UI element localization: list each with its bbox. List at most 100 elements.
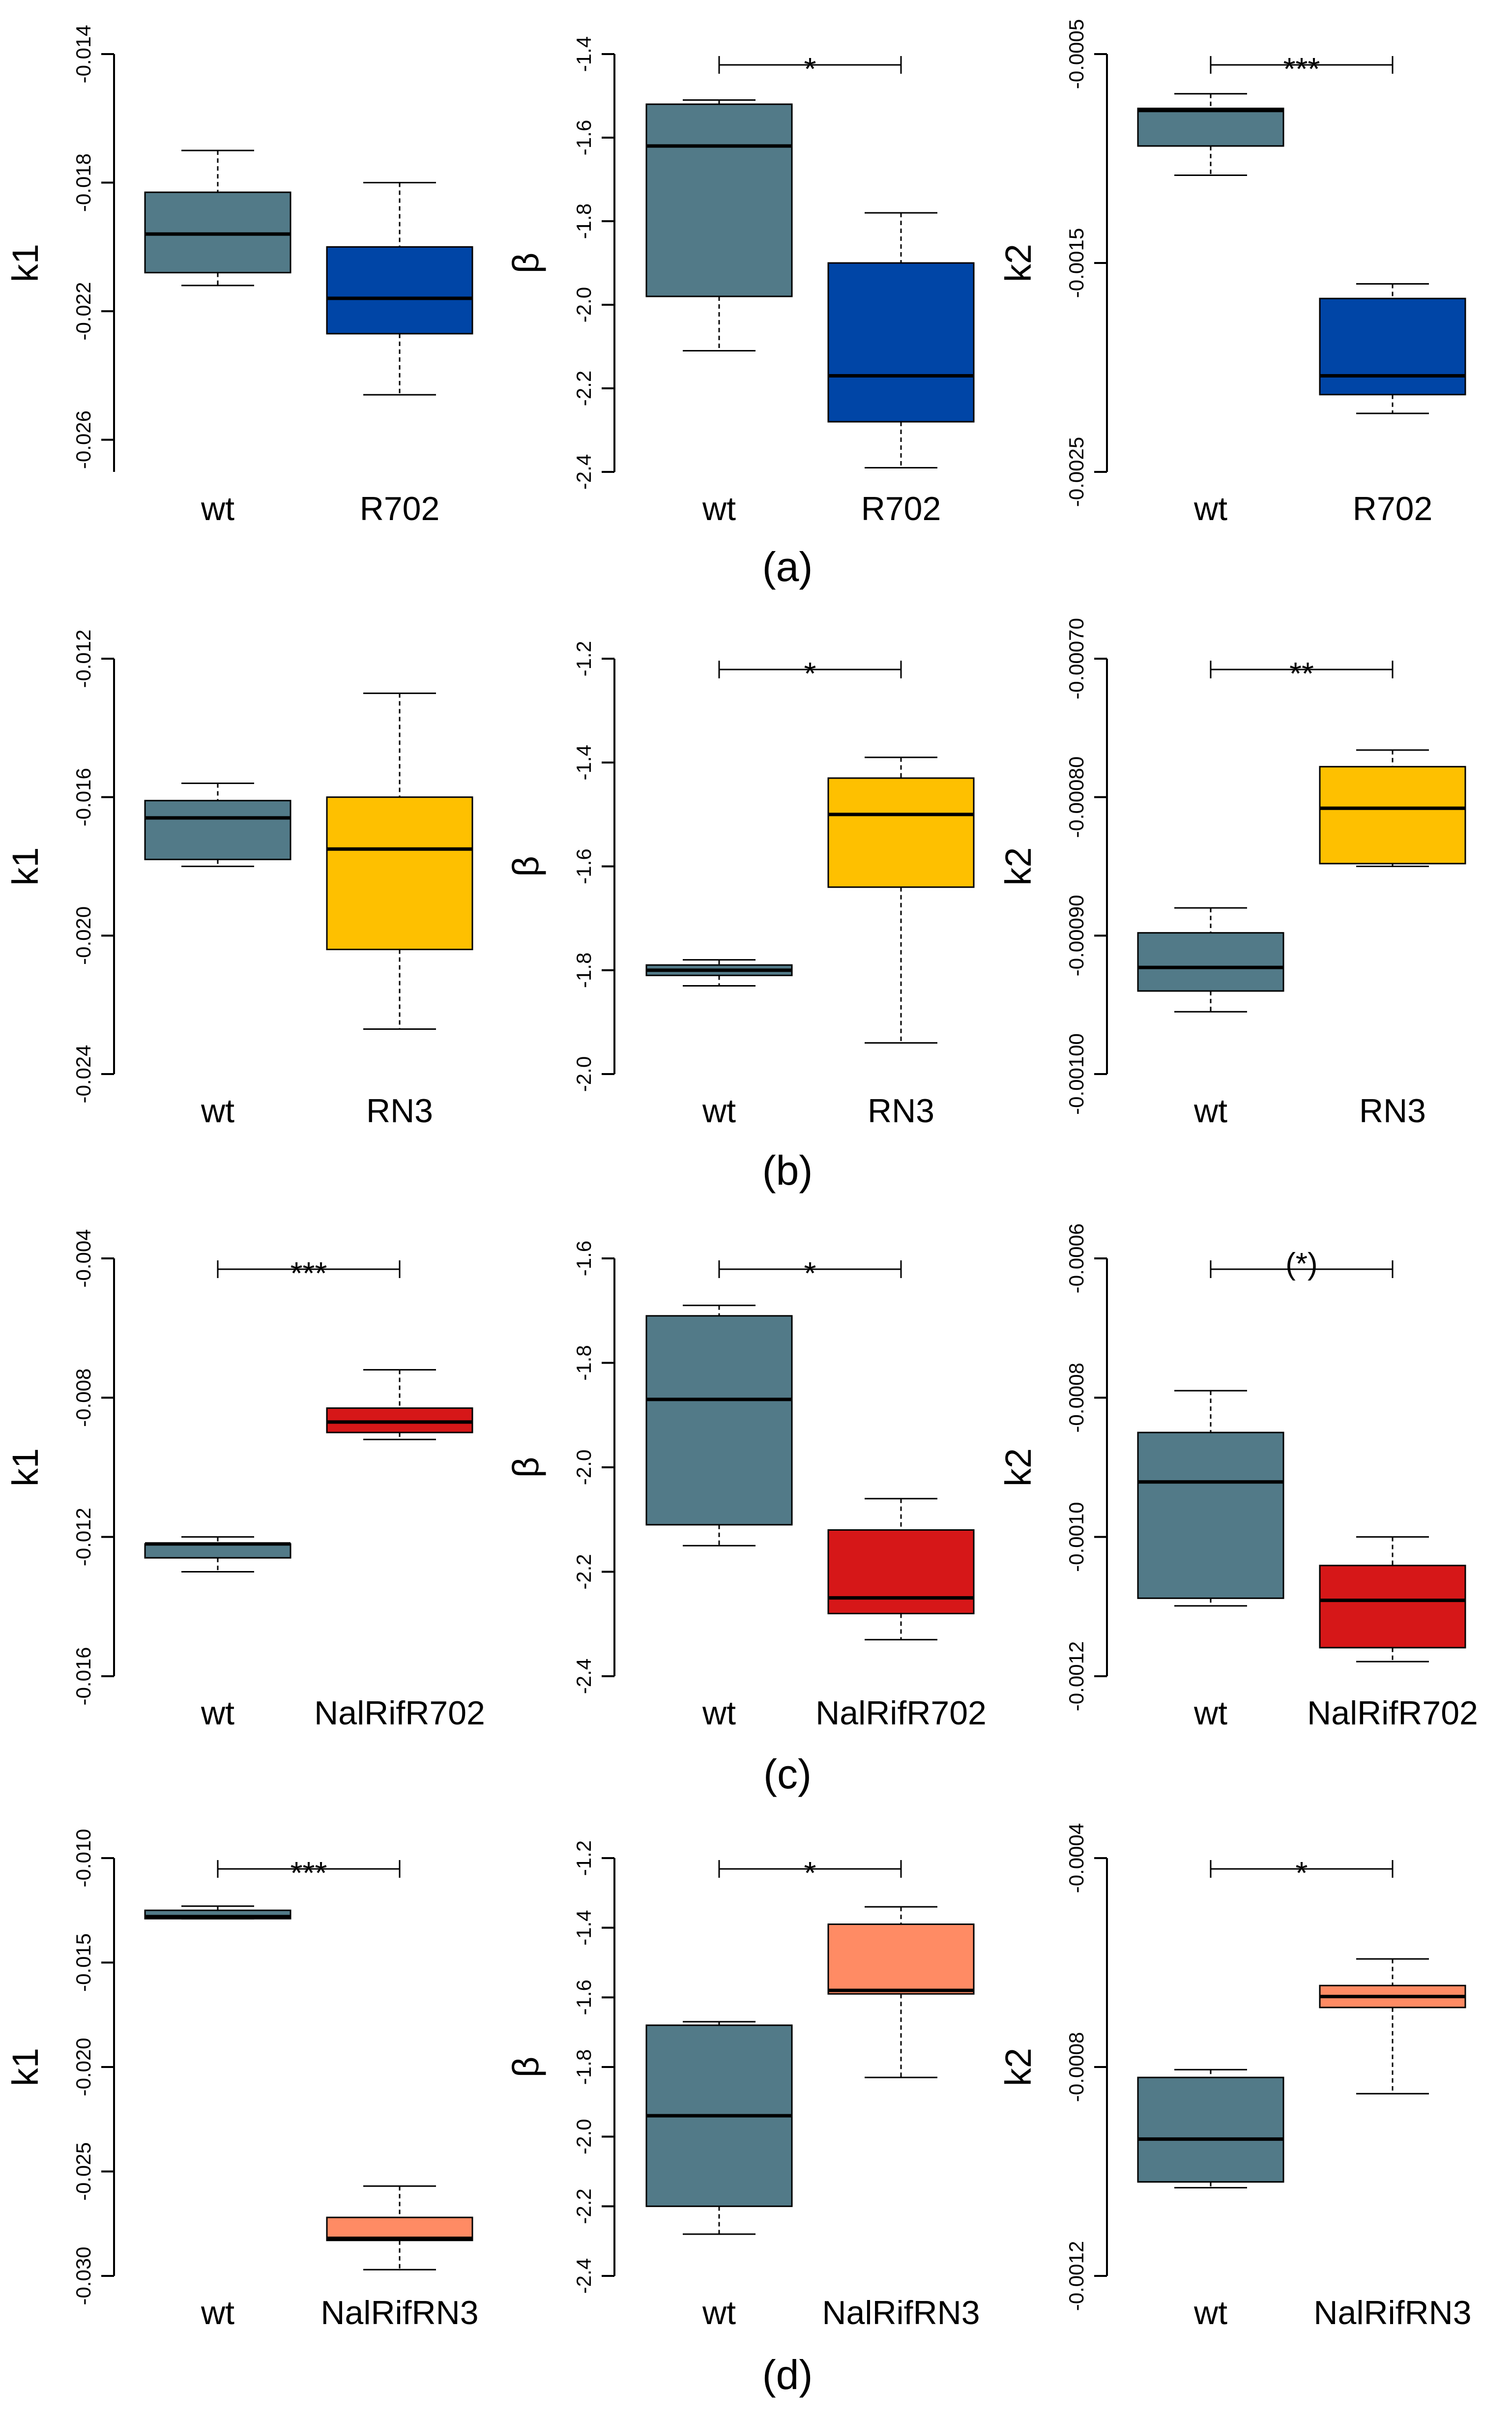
y-tick-label: -2.0 xyxy=(572,1450,595,1485)
y-tick-label: -0.0008 xyxy=(1065,1363,1088,1432)
box-RN3 xyxy=(1319,766,1466,865)
category-label: wt xyxy=(201,1092,234,1130)
y-tick-label: -0.025 xyxy=(72,2142,95,2201)
y-tick-label: -2.2 xyxy=(572,1554,595,1589)
boxplot-chart: -1.6 -1.8 -2.0 -2.2 -2.4 β wt NalRifR702 * xyxy=(505,1241,987,1732)
boxplot-chart: -0.014 -0.018 -0.022 -0.026 k1 wt R702 xyxy=(5,25,473,527)
y-tick-label: -0.018 xyxy=(72,153,95,212)
category-label: R702 xyxy=(1353,490,1433,527)
box-wt xyxy=(645,1315,793,1526)
y-tick-label: -0.012 xyxy=(72,629,95,688)
category-label: wt xyxy=(702,2294,736,2331)
y-axis-label: k1 xyxy=(5,2048,46,2086)
y-axis-label: β xyxy=(505,1457,546,1478)
y-tick-label: -2.4 xyxy=(572,1659,595,1694)
y-tick-label: -2.4 xyxy=(572,454,595,490)
y-tick-label: -2.2 xyxy=(572,2188,595,2224)
y-axis-label: k1 xyxy=(5,244,46,282)
significance-label: *** xyxy=(291,1255,327,1291)
category-label: R702 xyxy=(360,490,440,527)
box-NalRifR702 xyxy=(827,1529,975,1614)
box-NalRifR702 xyxy=(1319,1565,1466,1649)
y-axis-label: k1 xyxy=(5,1448,46,1486)
boxplot-chart: -0.0004 -0.0008 -0.0012 k2 wt NalRifRN3 * xyxy=(998,1823,1472,2331)
boxplot-chart: -0.012 -0.016 -0.020 -0.024 k1 wt RN3 xyxy=(5,629,473,1130)
y-tick-label: -2.0 xyxy=(572,2119,595,2154)
y-axis-label: k2 xyxy=(998,1448,1039,1486)
y-tick-label: -1.6 xyxy=(572,1241,595,1276)
category-label: wt xyxy=(702,1092,736,1130)
y-tick-label: -2.0 xyxy=(572,287,595,322)
y-tick-label: -0.022 xyxy=(72,282,95,341)
y-tick-label: -1.4 xyxy=(572,745,595,780)
y-tick-label: -0.0025 xyxy=(1065,437,1088,507)
y-tick-label: -1.6 xyxy=(572,120,595,155)
y-tick-label: -0.020 xyxy=(72,2038,95,2096)
y-tick-label: -0.0015 xyxy=(1065,228,1088,298)
box-NalRifRN3 xyxy=(326,2216,473,2242)
category-label: wt xyxy=(1193,1092,1227,1130)
box-R702 xyxy=(827,262,975,423)
significance-label: * xyxy=(804,1255,816,1291)
box-wt xyxy=(1137,2076,1284,2183)
y-tick-label: -1.6 xyxy=(572,1980,595,2015)
y-tick-label: -0.010 xyxy=(72,1829,95,1887)
box-R702 xyxy=(326,246,473,335)
significance-label: * xyxy=(804,656,816,691)
category-label: wt xyxy=(702,1694,736,1732)
box-NalRifR702 xyxy=(326,1407,473,1433)
boxplot-chart: -0.0006 -0.0008 -0.0010 -0.0012 k2 wt NalRifR7… xyxy=(998,1223,1478,1732)
y-tick-label: -0.00070 xyxy=(1065,618,1088,699)
category-label: wt xyxy=(1193,1694,1227,1732)
y-axis-label: β xyxy=(505,856,546,877)
y-axis-label: β xyxy=(505,2057,546,2078)
boxplot-chart: -0.00070 -0.00080 -0.00090 -0.00100 k2 wt RN3 *… xyxy=(998,618,1466,1130)
y-tick-label: -1.6 xyxy=(572,848,595,884)
significance-label: * xyxy=(1296,1855,1308,1891)
y-tick-label: -1.8 xyxy=(572,204,595,239)
y-tick-label: -2.0 xyxy=(572,1056,595,1092)
boxplot-chart: -1.2 -1.4 -1.6 -1.8 -2.0 -2.2 -2.4 β wt NalRifRN3… xyxy=(505,1840,980,2331)
significance-label: (*) xyxy=(1285,1247,1317,1281)
y-tick-label: -0.024 xyxy=(72,1045,95,1103)
category-label: wt xyxy=(702,490,736,527)
y-tick-label: -0.0005 xyxy=(1065,19,1088,89)
y-tick-label: -0.014 xyxy=(72,25,95,83)
category-label: NalRifR702 xyxy=(815,1694,987,1732)
category-label: wt xyxy=(1193,490,1227,527)
y-tick-label: -2.2 xyxy=(572,371,595,406)
y-tick-label: -0.0004 xyxy=(1065,1823,1088,1893)
box-wt xyxy=(1137,932,1284,992)
category-label: NalRifRN3 xyxy=(822,2294,980,2331)
category-label: NalRifR702 xyxy=(314,1694,485,1732)
box-RN3 xyxy=(827,777,975,888)
y-tick-label: -0.008 xyxy=(72,1369,95,1427)
category-label: NalRifRN3 xyxy=(320,2294,478,2331)
box-NalRifRN3 xyxy=(827,1923,975,1995)
y-tick-label: -1.8 xyxy=(572,1345,595,1380)
category-label: wt xyxy=(201,2294,234,2331)
significance-label: *** xyxy=(1283,51,1320,87)
boxplot-chart: -0.004 -0.008 -0.012 -0.016 k1 wt NalRifR702 **… xyxy=(5,1229,485,1732)
boxplot-chart: -0.010 -0.015 -0.020 -0.025 -0.030 k1 wt NalRif… xyxy=(5,1829,479,2331)
y-tick-label: -0.004 xyxy=(72,1229,95,1287)
y-tick-label: -0.012 xyxy=(72,1508,95,1566)
y-tick-label: -0.0006 xyxy=(1065,1223,1088,1293)
panel-label-c: (c) xyxy=(763,1751,812,1797)
box-RN3 xyxy=(326,796,473,950)
category-label: wt xyxy=(201,490,234,527)
boxplot-chart: -1.2 -1.4 -1.6 -1.8 -2.0 β wt RN3 * xyxy=(505,641,975,1130)
box-wt xyxy=(1137,1431,1284,1599)
y-axis-label: β xyxy=(505,253,546,274)
y-tick-label: -0.016 xyxy=(72,1647,95,1705)
category-label: NalRifR702 xyxy=(1307,1694,1478,1732)
y-axis-label: k2 xyxy=(998,244,1039,282)
category-label: NalRifRN3 xyxy=(1313,2294,1471,2331)
box-wt xyxy=(1137,108,1284,147)
y-tick-label: -2.4 xyxy=(572,2258,595,2294)
y-tick-label: -0.0012 xyxy=(1065,1641,1088,1711)
y-tick-label: -1.4 xyxy=(572,1910,595,1945)
panel-label-b: (b) xyxy=(762,1147,813,1194)
box-wt xyxy=(144,800,291,860)
